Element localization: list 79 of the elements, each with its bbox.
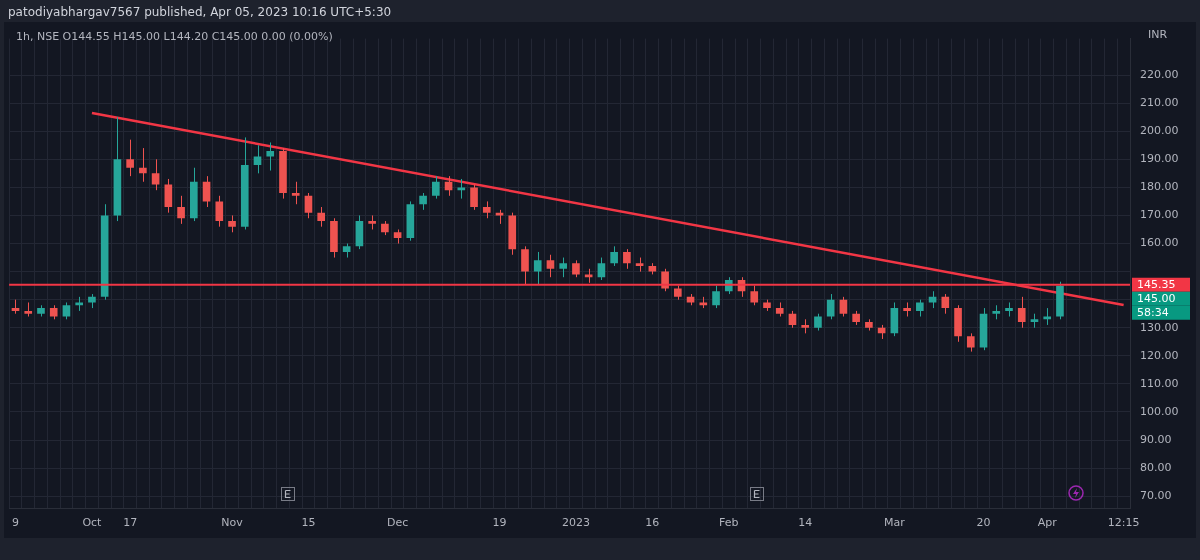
x-tick-label: 2023	[561, 516, 590, 530]
candlestick	[674, 285, 682, 301]
y-axis-title: INR	[1148, 28, 1168, 41]
text: 145.00	[1137, 291, 1176, 305]
x-tick-label: 15	[301, 516, 316, 530]
x-tick-label: Apr	[1037, 516, 1058, 530]
candlestick	[470, 184, 478, 211]
candlestick	[49, 304, 58, 320]
candlestick	[457, 178, 466, 200]
y-tick-label: 200.00	[1140, 124, 1179, 138]
candlestick	[903, 301, 911, 318]
x-tick-label: 19	[492, 516, 507, 530]
candlestick	[24, 301, 33, 318]
candlestick	[177, 195, 185, 225]
candlestick	[330, 217, 338, 259]
candlestick	[508, 212, 517, 256]
x-tick-label: 17	[123, 516, 138, 530]
candlestick	[801, 318, 810, 334]
candlestick	[865, 318, 873, 332]
candlestick	[75, 296, 84, 312]
candlestick	[966, 332, 975, 353]
candlestick	[228, 214, 236, 233]
candlestick	[1005, 301, 1013, 318]
candlestick	[750, 285, 759, 306]
y-tick-label: 110.00	[1140, 376, 1179, 390]
candlestick	[279, 147, 287, 200]
y-tick-label: 90.00	[1140, 432, 1172, 446]
y-tick-label: 170.00	[1140, 208, 1179, 222]
candlestick	[521, 245, 529, 285]
candlestick	[1056, 281, 1064, 320]
candlestick	[712, 285, 720, 309]
y-tick-label: 160.00	[1140, 236, 1179, 250]
candlestick	[533, 251, 542, 285]
candlestick	[190, 167, 198, 222]
y-tick-label: 120.00	[1140, 348, 1179, 362]
candlestick	[916, 299, 924, 318]
y-tick-label: 210.00	[1140, 96, 1179, 110]
text: 58:34	[1137, 305, 1169, 319]
y-tick-label: 100.00	[1140, 404, 1179, 418]
x-tick-label: 12:15	[1107, 516, 1140, 530]
candlestick	[775, 301, 784, 318]
y-tick-label: 220.00	[1140, 67, 1179, 81]
x-tick-label: Dec	[386, 516, 409, 530]
candlestick	[623, 248, 631, 270]
x-tick-label: Mar	[883, 516, 906, 530]
chart-subtitle: 1h, NSE O144.55 H145.00 L144.20 C145.00 0.00 (0.00%)	[16, 30, 333, 43]
candlestick	[992, 304, 1001, 320]
candlestick	[37, 304, 45, 318]
candlestick	[763, 299, 771, 312]
y-tick-label: 180.00	[1140, 180, 1179, 194]
candlestick	[954, 304, 962, 343]
x-tick-label: 20	[976, 516, 991, 530]
candlestick	[1017, 296, 1026, 329]
candlestick	[266, 141, 275, 172]
x-tick-label: Feb	[719, 516, 739, 530]
ref-line-label: 145.35	[1137, 277, 1176, 291]
y-tick-label: 70.00	[1140, 489, 1172, 503]
x-tick-label: Oct	[82, 516, 103, 530]
candlestick	[699, 296, 708, 309]
candlestick	[814, 313, 822, 332]
candlestick	[368, 214, 376, 230]
candlestick	[126, 139, 134, 177]
candlestick	[610, 245, 618, 267]
x-tick-label: 16	[645, 516, 660, 530]
chart-title: patodiyabhargav7567 published, Apr 05, 2023 10:16 UTC+5:30	[8, 5, 392, 19]
y-tick-label: 80.00	[1140, 460, 1172, 474]
candlestick	[482, 200, 491, 219]
candlestick	[432, 175, 440, 200]
x-tick-label: Nov	[221, 516, 244, 530]
candlestick	[215, 195, 224, 228]
x-tick-label: 9	[12, 516, 19, 530]
x-tick-label: 14	[798, 516, 813, 530]
candlestick	[240, 136, 249, 230]
y-tick-label: 130.00	[1140, 320, 1179, 334]
y-tick-label: 190.00	[1140, 152, 1179, 166]
candlestick	[291, 181, 300, 205]
candlestick	[559, 257, 568, 278]
candlestick	[941, 293, 950, 315]
candlestick	[572, 259, 580, 278]
